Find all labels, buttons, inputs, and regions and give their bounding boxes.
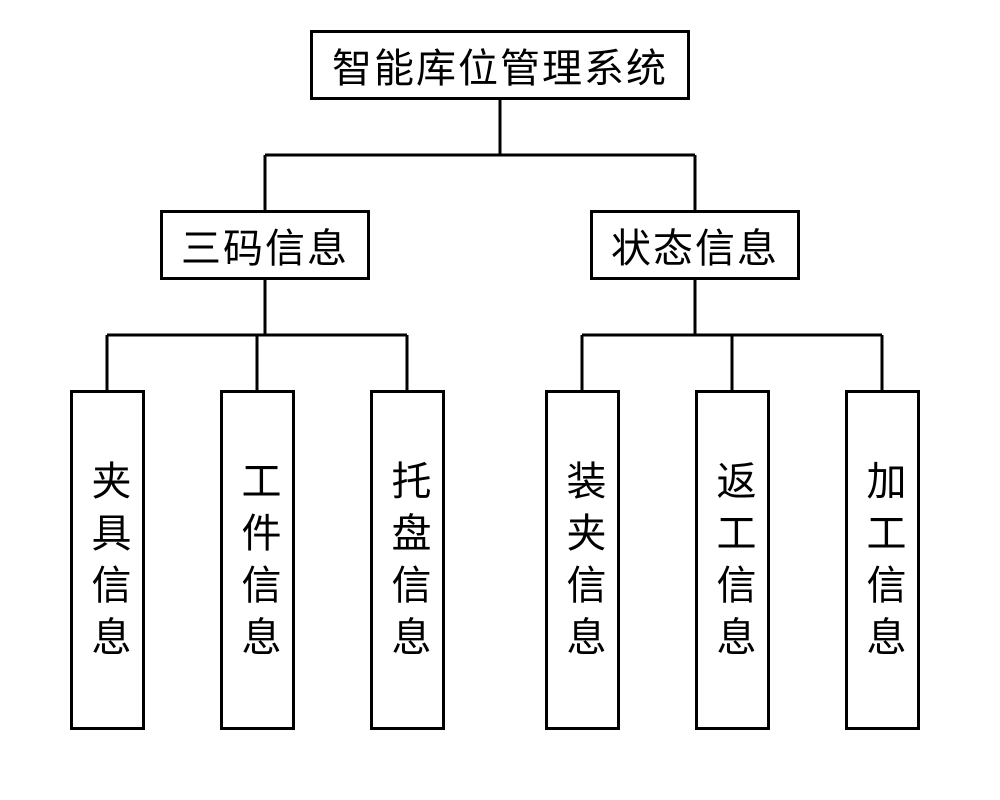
leaf-rework-label: 返工信息: [704, 460, 762, 668]
leaf-clamp-label: 装夹信息: [554, 460, 612, 668]
mid-node-status: 状态信息: [590, 210, 800, 280]
leaf-process-label: 加工信息: [854, 460, 912, 668]
leaf-node-pallet: 托盘信息: [370, 390, 445, 730]
root-label: 智能库位管理系统: [332, 36, 668, 94]
root-node: 智能库位管理系统: [310, 30, 690, 100]
leaf-workpiece-label: 工件信息: [229, 460, 287, 668]
leaf-node-process: 加工信息: [845, 390, 920, 730]
leaf-node-clamp: 装夹信息: [545, 390, 620, 730]
leaf-fixture-label: 夹具信息: [79, 460, 137, 668]
leaf-node-rework: 返工信息: [695, 390, 770, 730]
mid-code-label: 三码信息: [181, 216, 349, 274]
mid-status-label: 状态信息: [611, 216, 779, 274]
leaf-pallet-label: 托盘信息: [379, 460, 437, 668]
leaf-node-workpiece: 工件信息: [220, 390, 295, 730]
mid-node-code: 三码信息: [160, 210, 370, 280]
leaf-node-fixture: 夹具信息: [70, 390, 145, 730]
